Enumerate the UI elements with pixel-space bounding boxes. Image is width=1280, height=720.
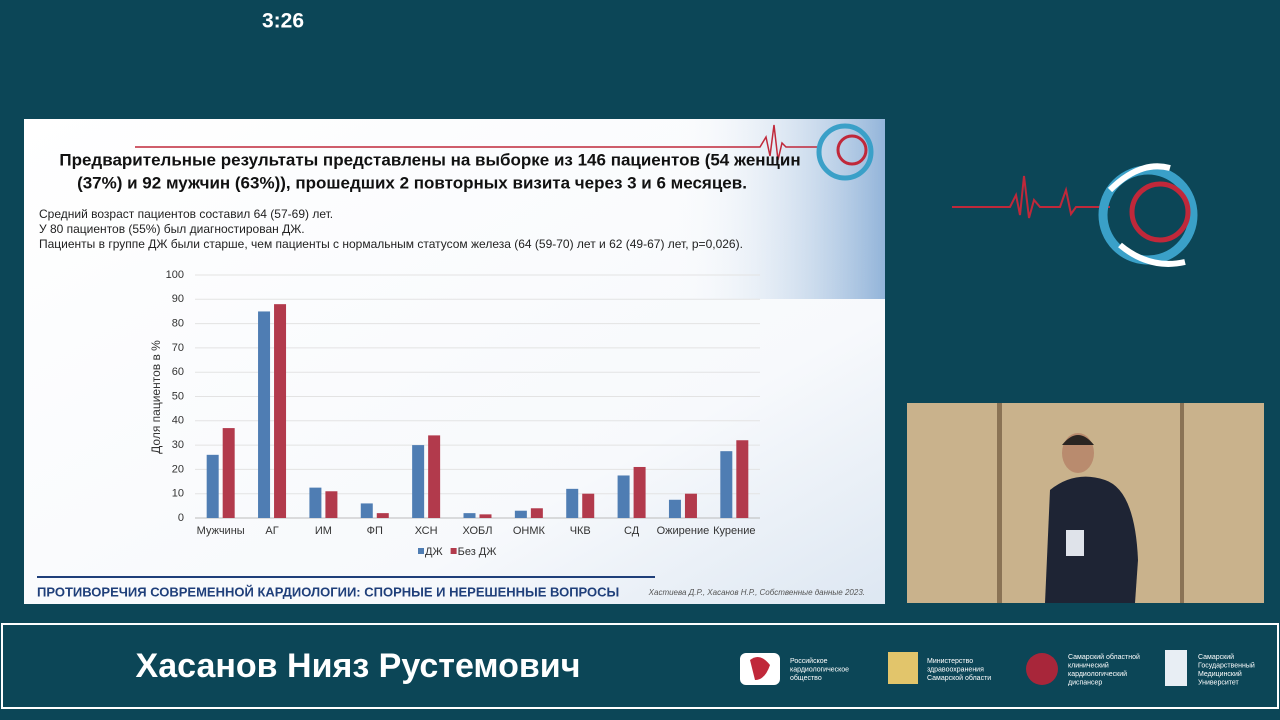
y-tick-label: 10 bbox=[172, 488, 184, 500]
bar bbox=[325, 491, 338, 518]
x-tick-label: Мужчины bbox=[197, 525, 245, 537]
x-tick-label: Ожирение bbox=[657, 525, 710, 537]
bar bbox=[530, 508, 543, 518]
logo-hand bbox=[1118, 242, 1186, 267]
bar bbox=[274, 304, 287, 518]
video-panel bbox=[1180, 403, 1184, 603]
bar bbox=[309, 487, 322, 518]
speaker-badge bbox=[1066, 530, 1084, 556]
x-tick-label: Курение bbox=[713, 525, 755, 537]
legend-swatch bbox=[450, 548, 457, 554]
bar bbox=[514, 510, 527, 518]
logo-ring bbox=[816, 123, 874, 181]
speaker-name: Хасанов Нияз Рустемович bbox=[136, 647, 581, 685]
x-tick-label: ХОБЛ bbox=[463, 525, 493, 537]
bar bbox=[566, 488, 579, 518]
bar bbox=[617, 475, 630, 518]
chart: Доля пациентов в % 0 10 20 30 40 50 60 70 80 90 10… bbox=[149, 269, 760, 558]
note: У 80 пациентов (55%) был диагностирован … bbox=[39, 222, 305, 236]
logo-text: Самарский областной bbox=[1068, 653, 1140, 661]
y-tick-label: 60 bbox=[172, 366, 184, 378]
legend-label: ДЖ bbox=[425, 546, 443, 558]
bar bbox=[736, 440, 749, 518]
bar bbox=[360, 503, 373, 518]
logo-text: диспансер bbox=[1068, 679, 1102, 686]
bar bbox=[479, 514, 492, 518]
bar bbox=[463, 513, 476, 518]
logo-text: Российское bbox=[790, 657, 828, 665]
y-axis-label: Доля пациентов в % bbox=[149, 340, 163, 454]
x-tick-label: ФП bbox=[367, 525, 383, 537]
y-tick-label: 70 bbox=[172, 342, 184, 354]
logo-hand bbox=[1107, 163, 1171, 193]
timer: 3:26 bbox=[262, 10, 304, 33]
bar bbox=[684, 493, 697, 518]
y-tick-label: 20 bbox=[172, 463, 184, 475]
logo-text: кардиологический bbox=[1068, 670, 1127, 678]
name-bar bbox=[1, 623, 1279, 709]
bar bbox=[668, 499, 681, 518]
logo-icon bbox=[750, 656, 770, 680]
x-tick-label: ЧКВ bbox=[570, 525, 591, 537]
logo-icon bbox=[1026, 653, 1058, 685]
citation: Хастиева Д.Р., Хасанов Н.Р., Собственные… bbox=[648, 588, 865, 597]
logo-text: кардиологическое bbox=[790, 666, 849, 673]
slide-title: Предварительные результаты представлены … bbox=[59, 150, 800, 169]
x-tick-label: СД bbox=[624, 525, 640, 537]
logo-icon bbox=[888, 652, 918, 684]
bar bbox=[582, 493, 595, 518]
ecg-line bbox=[135, 124, 820, 161]
video-panel bbox=[997, 403, 1002, 603]
bar bbox=[428, 435, 441, 518]
logo-text: здравоохранения bbox=[927, 666, 984, 673]
logo-text: Медицинский bbox=[1198, 670, 1242, 678]
ecg-line bbox=[952, 175, 1110, 219]
y-tick-label: 0 bbox=[178, 512, 184, 524]
bar bbox=[222, 428, 235, 518]
y-tick-label: 50 bbox=[172, 390, 184, 402]
speaker-hair bbox=[1062, 435, 1094, 445]
logo-text: Самарский bbox=[1198, 653, 1234, 661]
y-tick-label: 90 bbox=[172, 293, 184, 305]
x-tick-label: АГ bbox=[265, 525, 278, 537]
speaker-body bbox=[1045, 476, 1138, 603]
slide-title: (37%) и 92 мужчин (63%)), прошедших 2 по… bbox=[77, 173, 747, 192]
bar bbox=[633, 466, 646, 518]
logo-text: Университет bbox=[1198, 679, 1240, 686]
legend-label: Без ДЖ bbox=[458, 546, 497, 558]
bar bbox=[376, 513, 389, 518]
x-tick-label: ИМ bbox=[315, 525, 332, 537]
logo-text: Государственный bbox=[1198, 661, 1255, 669]
note: Средний возраст пациентов составил 64 (5… bbox=[39, 207, 333, 221]
logo-icon bbox=[1165, 650, 1187, 686]
logo-text: клинический bbox=[1068, 661, 1109, 669]
bar bbox=[412, 445, 425, 518]
y-tick-label: 30 bbox=[172, 439, 184, 451]
note: Пациенты в группе ДЖ были старше, чем па… bbox=[39, 237, 743, 251]
y-tick-label: 40 bbox=[172, 415, 184, 427]
bar bbox=[720, 451, 733, 518]
bar bbox=[258, 311, 271, 518]
logo-text: Министерство bbox=[927, 658, 973, 665]
y-tick-label: 80 bbox=[172, 318, 184, 330]
x-tick-label: ХСН bbox=[415, 525, 438, 537]
slide-shade bbox=[24, 119, 885, 299]
y-tick-label: 100 bbox=[166, 269, 184, 281]
logo-ring bbox=[836, 134, 868, 166]
x-tick-label: ОНМК bbox=[513, 525, 546, 537]
logo-ring bbox=[1129, 181, 1191, 243]
legend-swatch bbox=[418, 548, 424, 554]
logo-text: Самарской области bbox=[927, 674, 991, 682]
bar bbox=[206, 454, 219, 518]
logo-text: общество bbox=[790, 674, 822, 682]
slide-footer: ПРОТИВОРЕЧИЯ СОВРЕМЕННОЙ КАРДИОЛОГИИ: СП… bbox=[37, 584, 619, 599]
